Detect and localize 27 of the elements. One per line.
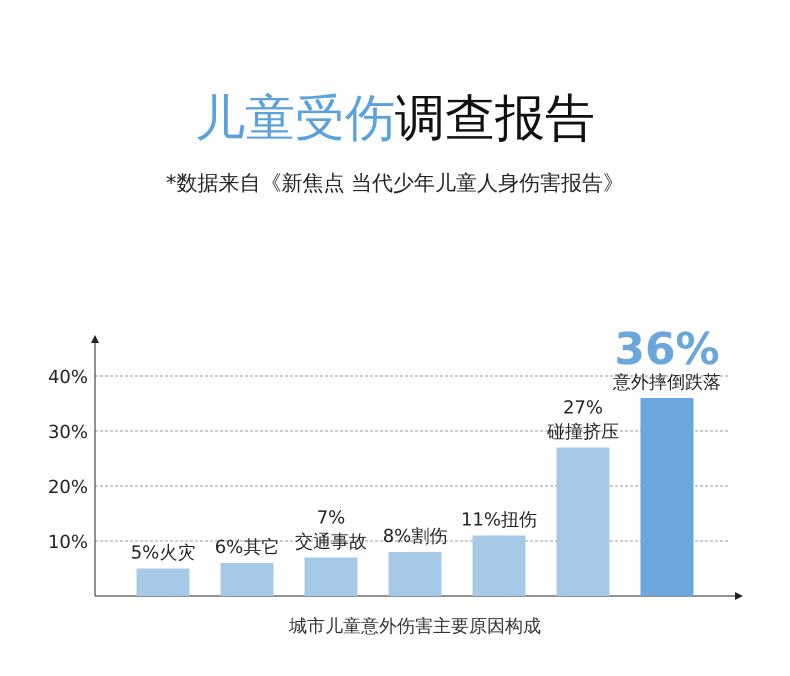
y-tick-label: 10% [48,532,88,553]
bar [472,536,526,596]
x-tick-label: 交通事故 [295,532,367,552]
data-label: 5% [130,542,160,564]
x-tick-label: 火灾 [159,542,196,564]
data-label: 6% [214,537,244,558]
x-tick-label: 碰撞挤压 [546,422,619,442]
chart-title: 儿童受伤调查报告 [195,89,595,147]
x-tick-label: 意外摔倒跌落 [612,372,721,393]
bar [388,552,442,596]
data-label: 11% [460,510,502,530]
x-tick-label: 其它 [243,537,280,558]
y-tick-label: 20% [48,477,88,498]
x-tick-label: 割伤 [411,526,448,547]
y-tick-label: 40% [48,367,88,388]
x-axis-title: 城市儿童意外伤害主要原因构成 [288,616,541,637]
bar [136,568,190,596]
bar [220,563,274,596]
chart-subtitle: *数据来自《新焦点 当代少年儿童人身伤害报告》 [166,171,624,195]
x-tick-label: 扭伤 [501,510,538,530]
data-label: 8% [382,526,412,547]
y-tick-label: 30% [48,422,88,443]
bar [640,398,694,596]
bar [556,448,610,596]
bar [304,558,358,596]
data-label: 27% [562,398,604,418]
data-label: 7% [316,508,346,528]
